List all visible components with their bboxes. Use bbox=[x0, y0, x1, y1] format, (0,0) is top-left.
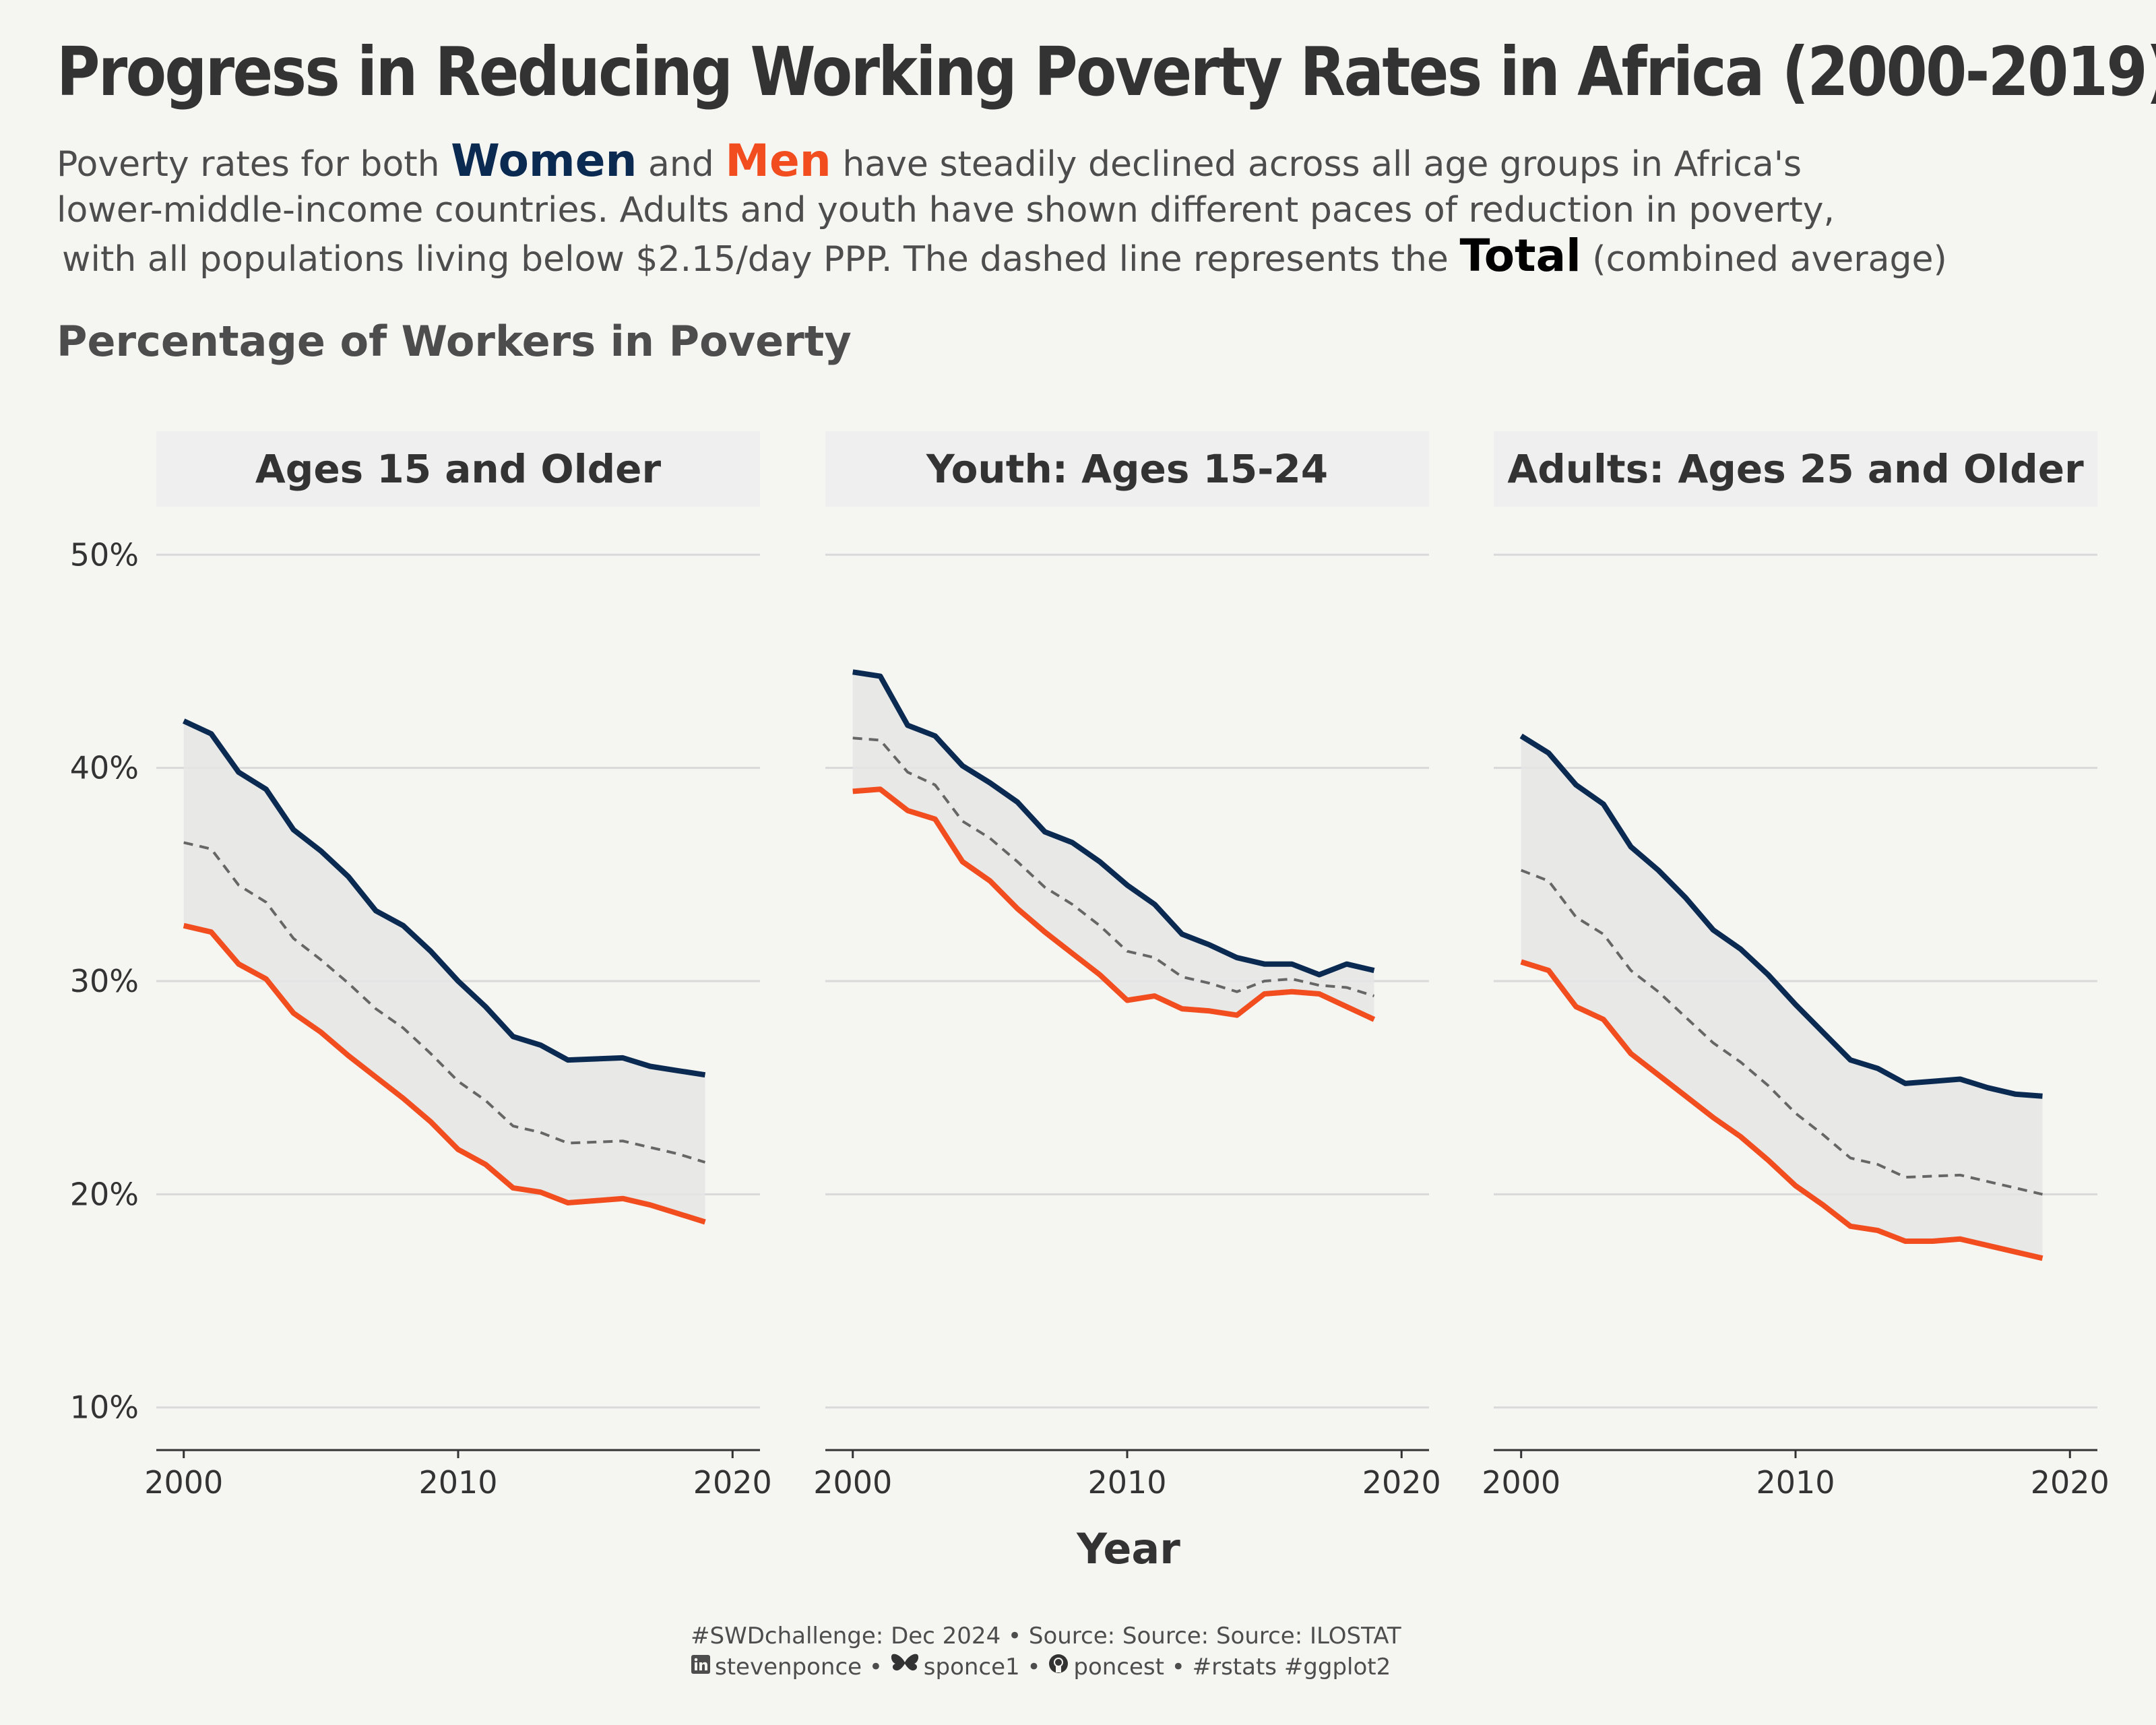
x-tick-label: 2000 bbox=[1482, 1464, 1560, 1501]
y-tick-label: 40% bbox=[70, 750, 139, 786]
butterfly-icon bbox=[890, 1652, 920, 1683]
y-tick-label: 50% bbox=[70, 536, 139, 573]
facet-strip bbox=[156, 431, 760, 507]
total-line bbox=[1520, 869, 2043, 1196]
y-tick-label: 20% bbox=[70, 1176, 139, 1212]
women-legend-label: Women bbox=[451, 135, 637, 187]
y-tick-label: 10% bbox=[70, 1389, 139, 1426]
subtitle-text: have steadily declined across all age gr… bbox=[842, 144, 1802, 185]
facet-strip-label: Adults: Ages 25 and Older bbox=[1507, 446, 2084, 492]
caption: #SWDchallenge: Dec 2024 • Source: Source… bbox=[691, 1621, 1566, 1683]
facet-strip bbox=[1494, 431, 2097, 507]
subtitle-text: (combined average) bbox=[1592, 239, 1947, 280]
women-line bbox=[1519, 733, 2043, 1099]
subtitle-text: Poverty rates for both bbox=[57, 144, 440, 185]
x-tick-label: 2010 bbox=[1087, 1464, 1166, 1501]
chart-title: Progress in Reducing Working Poverty Rat… bbox=[57, 32, 2156, 111]
men-legend-label: Men bbox=[725, 135, 831, 187]
subtitle-line-3: with all populations living below $2.15/… bbox=[57, 233, 2145, 282]
facet-strip-label: Ages 15 and Older bbox=[255, 446, 662, 492]
caption-line-1: #SWDchallenge: Dec 2024 • Source: Source… bbox=[691, 1623, 1401, 1650]
subtitle-text: and bbox=[647, 144, 714, 185]
facet-strip-label: Youth: Ages 15-24 bbox=[926, 446, 1328, 492]
github-handle: poncest • #rstats #ggplot2 bbox=[1073, 1654, 1391, 1681]
women-line bbox=[183, 718, 706, 1078]
gap-ribbon bbox=[183, 721, 705, 1222]
total-legend-label: Total bbox=[1459, 230, 1581, 282]
x-tick-label: 2020 bbox=[2031, 1464, 2110, 1501]
facet-strip bbox=[825, 431, 1429, 507]
men-line bbox=[183, 922, 706, 1225]
subtitle: Poverty rates for both Women and Men hav… bbox=[57, 138, 2145, 282]
y-tick-label: 30% bbox=[70, 963, 139, 999]
linkedin-icon bbox=[691, 1652, 711, 1683]
gap-ribbon bbox=[852, 672, 1374, 1020]
x-tick-label: 2010 bbox=[1756, 1464, 1835, 1501]
men-line bbox=[852, 786, 1376, 1022]
men-line bbox=[1520, 959, 2043, 1261]
x-axis-title: Year bbox=[1077, 1524, 1180, 1573]
gap-ribbon bbox=[1521, 736, 2043, 1259]
bluesky-handle: sponce1 • bbox=[923, 1654, 1041, 1681]
women-line bbox=[852, 669, 1375, 978]
total-line bbox=[852, 736, 1375, 998]
x-tick-label: 2020 bbox=[1362, 1464, 1441, 1501]
caption-line-2: stevenponce • sponce1 • poncest • #rstat… bbox=[691, 1652, 1566, 1683]
subtitle-line-2: lower-middle-income countries. Adults an… bbox=[57, 190, 1835, 230]
total-line bbox=[183, 841, 706, 1164]
y-axis-title: Percentage of Workers in Poverty bbox=[57, 317, 852, 366]
subtitle-line-1: Poverty rates for both Women and Men hav… bbox=[57, 138, 2145, 187]
github-icon bbox=[1048, 1652, 1069, 1683]
x-tick-label: 2000 bbox=[813, 1464, 892, 1501]
linkedin-handle: stevenponce • bbox=[715, 1654, 883, 1681]
x-tick-label: 2000 bbox=[144, 1464, 223, 1501]
subtitle-text: with all populations living below $2.15/… bbox=[62, 239, 1449, 280]
x-tick-label: 2010 bbox=[418, 1464, 497, 1501]
x-tick-label: 2020 bbox=[693, 1464, 772, 1501]
